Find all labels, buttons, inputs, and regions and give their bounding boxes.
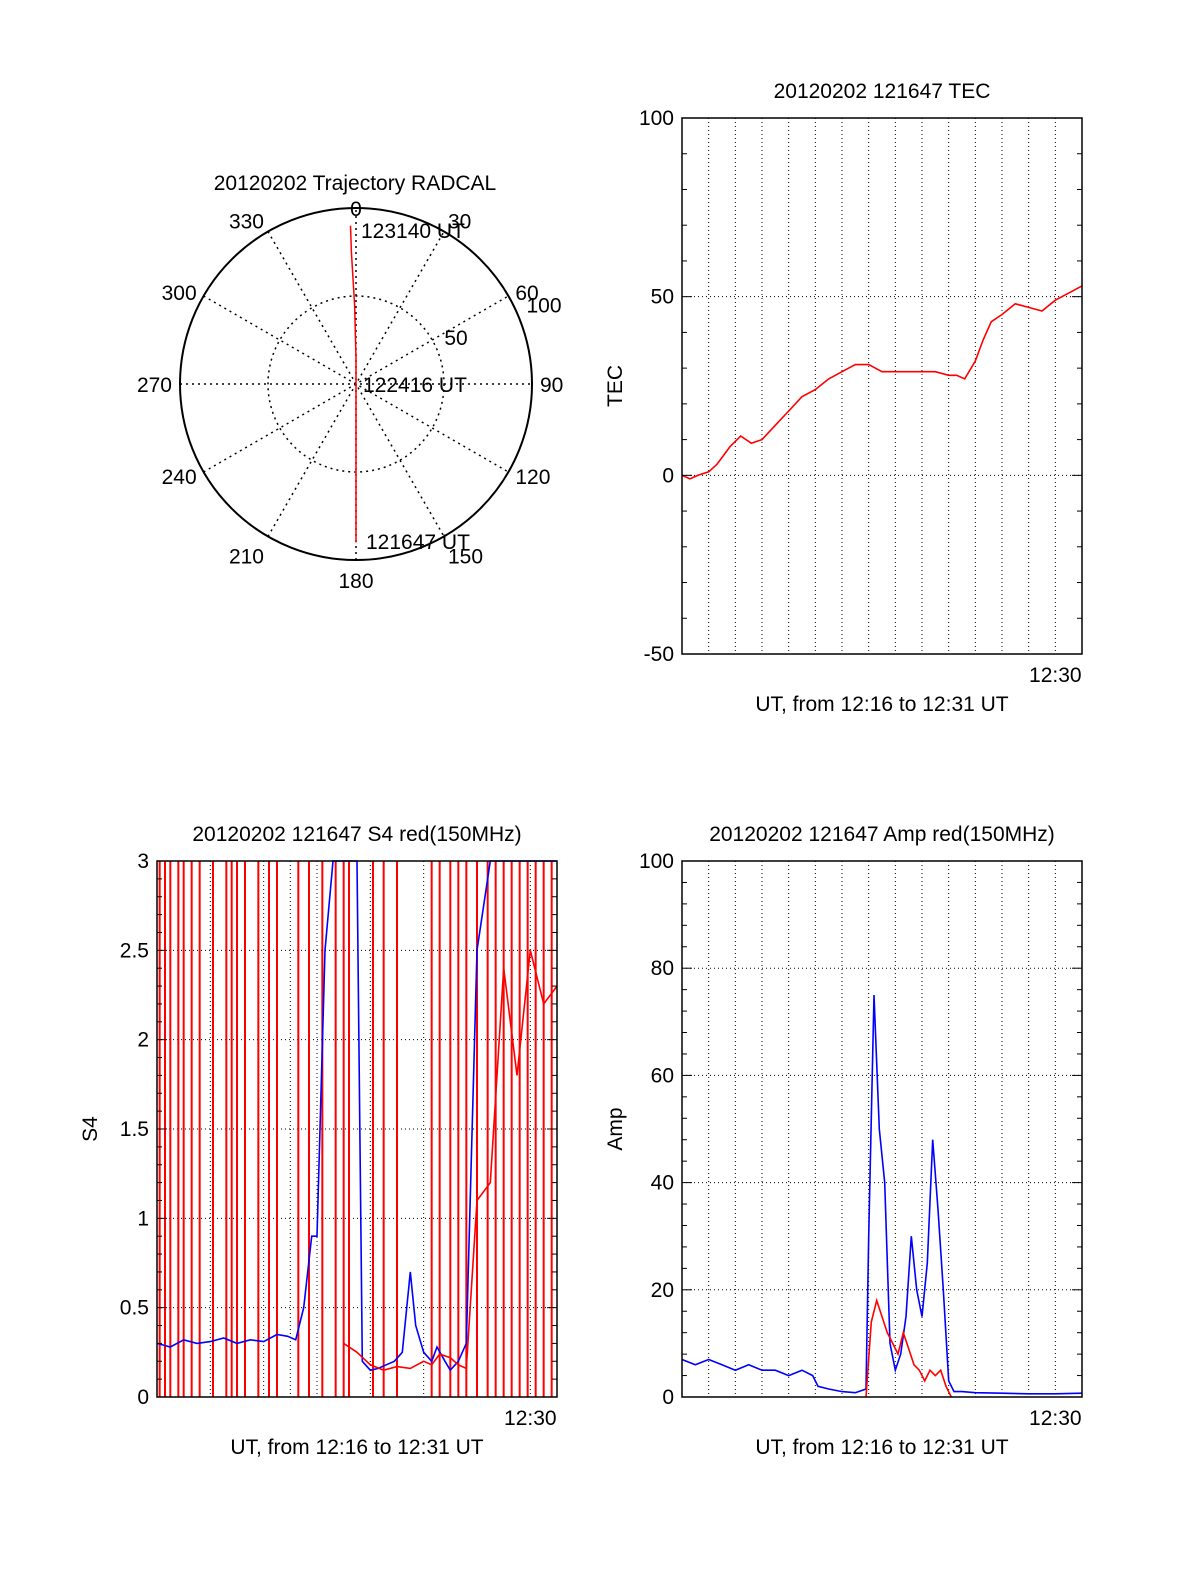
polar-angle-label-240: 240 [162,466,197,489]
y-tick-label: 2.5 [120,939,149,962]
x-tick-label: 12:30 [504,1407,557,1430]
x-axis-label: UT, from 12:16 to 12:31 UT [755,1436,1008,1459]
y-tick-label: 1 [137,1207,149,1230]
polar-angle-label-60: 60 [515,282,538,305]
polar-radial-labels: 50 100 [444,294,561,350]
y-tick-label: 50 [651,286,674,309]
polar-angle-label-90: 90 [540,374,563,397]
x-tick-label: 12:30 [1029,1407,1082,1430]
polar-trajectory-line [349,225,357,543]
y-axis-label: Amp [604,1107,627,1150]
polar-annotations: 123140 UT 122416 UT 121647 UT [361,220,470,554]
y-tick-label: 0.5 [120,1297,149,1320]
series-line-0 [156,860,557,1372]
series-line-0 [681,994,1083,1395]
x-tick-label: 12:30 [1029,664,1082,687]
series-line-1 [343,950,558,1372]
y-tick-label: 0 [137,1386,149,1409]
polar-angle-label-300: 300 [162,282,197,305]
polar-angle-labels: 0 30 60 90 120 150 180 210 240 270 300 330 [137,198,563,593]
panel-title: 20120202 121647 S4 red(150MHz) [192,823,521,846]
y-tick-label: 1.5 [120,1118,149,1141]
y-tick-label: 0 [662,464,674,487]
polar-trajectory [349,225,357,543]
polar-trajectory-panel: 20120202 Trajectory RADCAL 0 30 60 90 120 150… [137,172,563,593]
polar-annotation-0: 123140 UT [361,220,465,243]
y-tick-label: 40 [651,1172,674,1195]
polar-angle-label-120: 120 [515,466,550,489]
polar-title: 20120202 Trajectory RADCAL [214,172,497,195]
polar-angle-label-270: 270 [137,374,172,397]
y-tick-label: 100 [639,107,674,130]
y-axis-label: TEC [604,365,627,407]
polar-angle-label-150: 150 [448,545,483,568]
polar-angle-label-0: 0 [350,198,362,221]
y-tick-label: 60 [651,1064,674,1087]
polar-angle-label-210: 210 [229,545,264,568]
amp-panel: 20120202 121647 Amp red(150MHz) 0 20 40 60 80… [604,823,1083,1459]
x-axis-label: UT, from 12:16 to 12:31 UT [230,1436,483,1459]
y-axis-label: S4 [79,1116,102,1142]
panel-title: 20120202 121647 TEC [774,80,991,103]
plot-frame [681,860,1083,1398]
polar-angle-label-180: 180 [338,570,373,593]
panel-title: 20120202 121647 Amp red(150MHz) [709,823,1055,846]
y-tick-label: 80 [651,957,674,980]
series-line-0 [681,285,1083,480]
tec-panel: 20120202 121647 TEC -50 0 50 100 12:30 UT, fro… [604,80,1083,716]
y-tick-label: 2 [137,1029,149,1052]
y-tick-label: 20 [651,1279,674,1302]
polar-angle-label-30: 30 [448,211,471,234]
polar-annotation-1: 122416 UT [363,374,467,397]
polar-radial-label-50: 50 [444,327,467,350]
polar-annotation-2: 121647 UT [366,531,470,554]
y-tick-label: 100 [639,850,674,873]
y-tick-label: 3 [137,850,149,873]
polar-angle-label-330: 330 [229,211,264,234]
x-axis-label: UT, from 12:16 to 12:31 UT [755,693,1008,716]
y-tick-label: -50 [644,643,674,666]
y-tick-label: 0 [662,1386,674,1409]
s4-panel: 20120202 121647 S4 red(150MHz) 0 0.5 1 1.5 2 2… [79,823,558,1459]
plot-frame [681,117,1083,655]
polar-radial-label-100: 100 [526,294,561,317]
series-line-1 [865,1297,953,1398]
